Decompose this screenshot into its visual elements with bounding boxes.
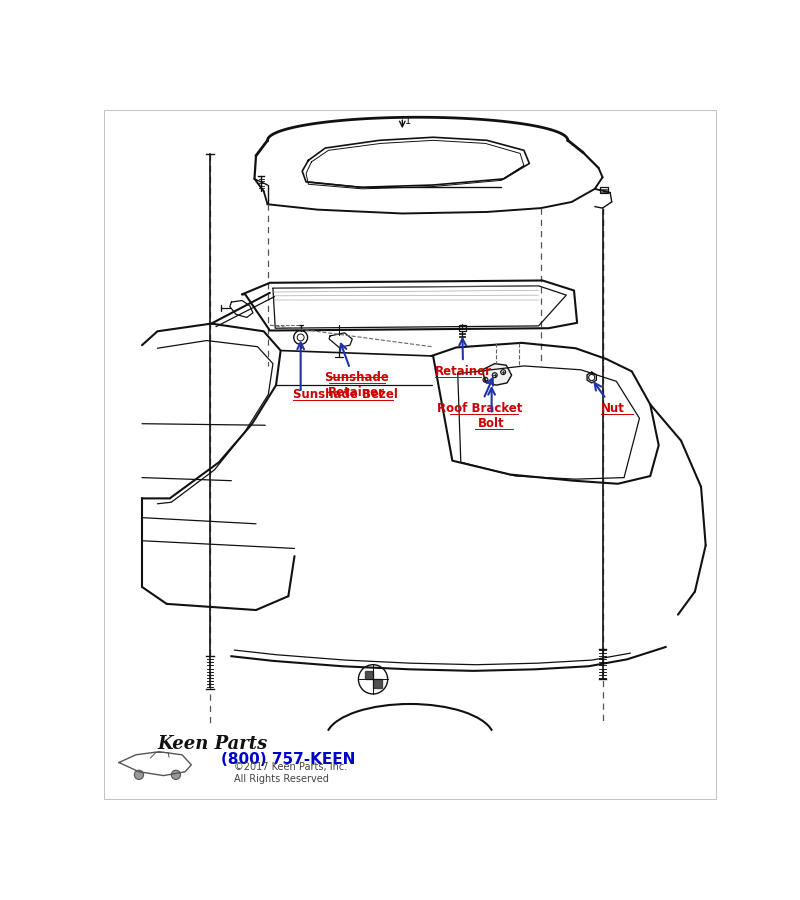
Text: Nut: Nut — [594, 383, 625, 415]
Text: ©2017 Keen Parts, Inc.
All Rights Reserved: ©2017 Keen Parts, Inc. All Rights Reserv… — [234, 762, 348, 784]
Text: Keen Parts: Keen Parts — [158, 735, 268, 753]
Text: Sunshade Bezel: Sunshade Bezel — [293, 388, 398, 400]
Text: (800) 757-KEEN: (800) 757-KEEN — [222, 752, 356, 767]
Bar — [458, 325, 466, 330]
Bar — [600, 187, 608, 194]
Circle shape — [501, 370, 506, 374]
Circle shape — [134, 770, 143, 779]
Circle shape — [492, 373, 497, 378]
Text: Sunshade
Retainer: Sunshade Retainer — [324, 344, 389, 400]
Polygon shape — [365, 670, 373, 680]
Circle shape — [483, 377, 488, 382]
Text: 1: 1 — [405, 116, 410, 126]
Polygon shape — [373, 680, 382, 688]
Text: Bolt: Bolt — [478, 388, 505, 430]
Text: Retainer: Retainer — [434, 338, 492, 378]
Polygon shape — [482, 364, 512, 385]
Circle shape — [171, 770, 181, 779]
Text: Roof Bracket: Roof Bracket — [437, 378, 522, 415]
